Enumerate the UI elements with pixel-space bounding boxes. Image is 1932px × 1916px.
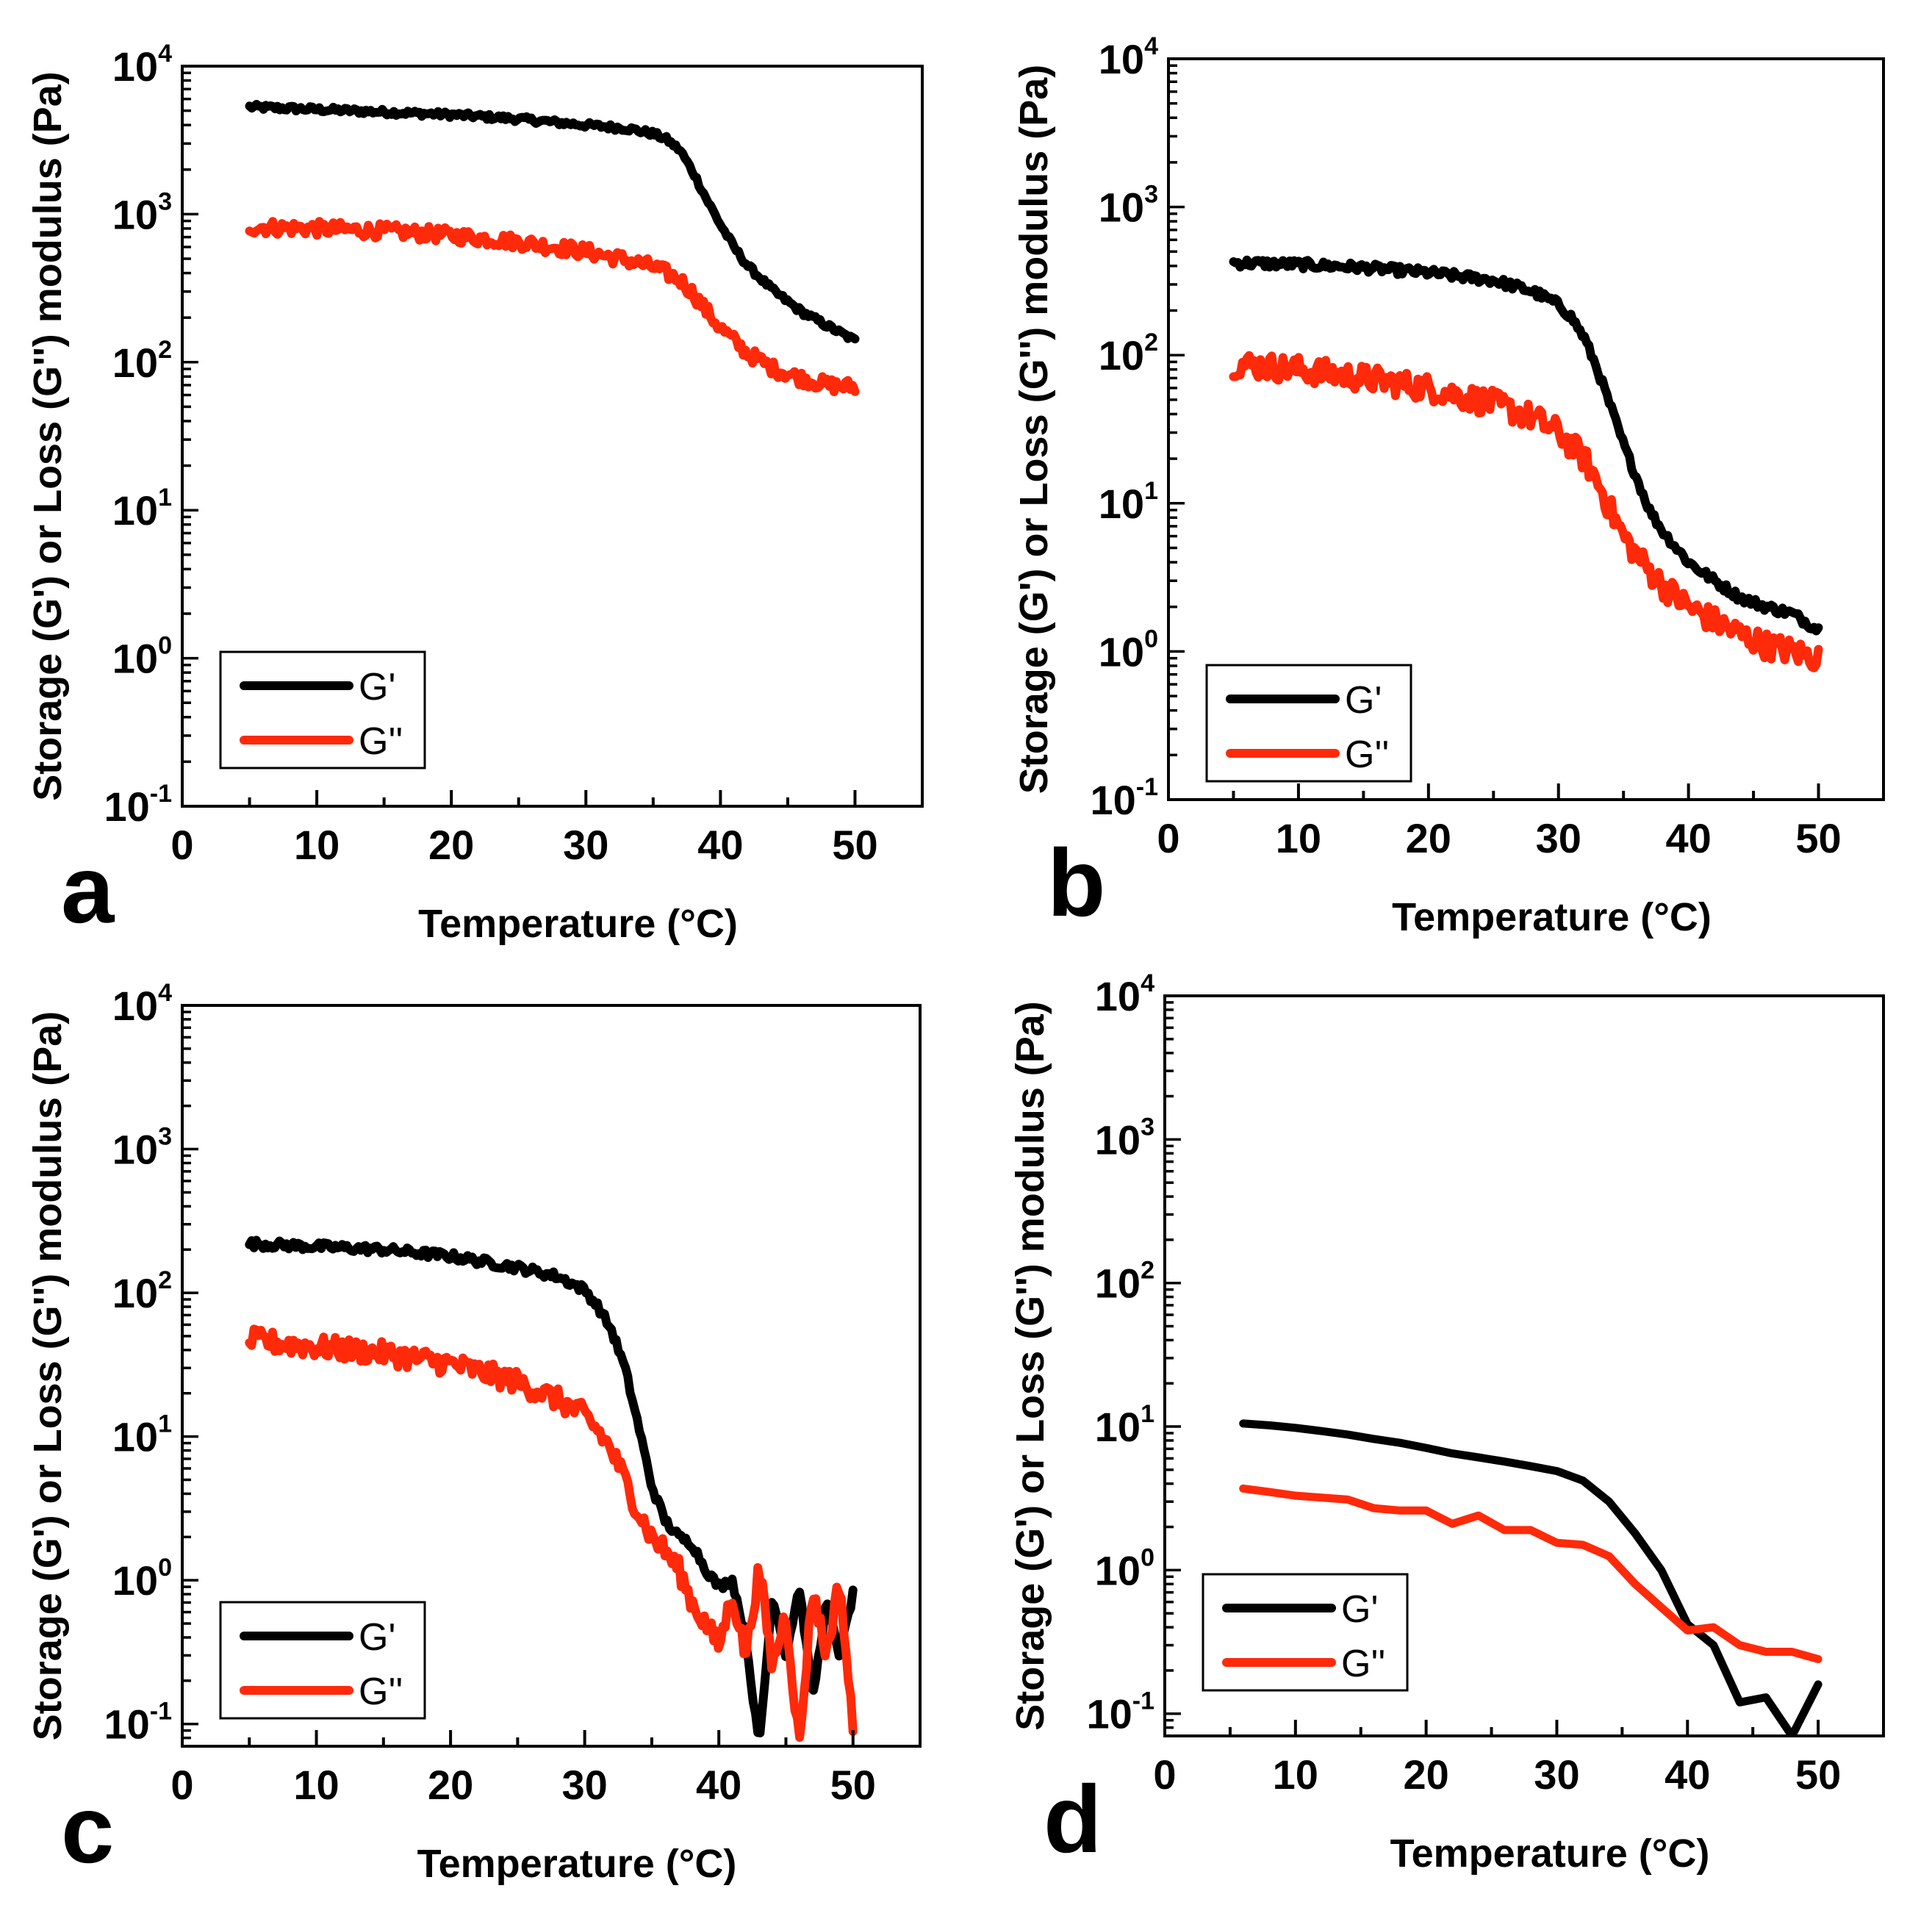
plot-frame — [181, 1004, 922, 1748]
legend-label: G'' — [359, 720, 403, 763]
plot-frame — [1163, 994, 1885, 1737]
x-tick-label: 0 — [1153, 1751, 1176, 1798]
series-line-g-prime — [245, 1235, 858, 1737]
legend-box — [1202, 1573, 1409, 1692]
series-line-g-double-prime — [1239, 1484, 1823, 1663]
y-tick-label: 100 — [1095, 1543, 1154, 1593]
panel-label: a — [61, 836, 115, 943]
legend-box — [219, 650, 426, 769]
legend: G' G'' — [219, 650, 426, 769]
series-line-g-double-prime — [245, 1324, 858, 1742]
y-tick-label: 104 — [1099, 32, 1158, 82]
x-axis-title: Temperature (°C) — [418, 902, 738, 946]
legend-box — [219, 1601, 426, 1720]
x-tick-label: 50 — [1795, 815, 1841, 861]
plot-frame — [1167, 57, 1885, 801]
y-tick-label: 10-1 — [1090, 773, 1158, 823]
x-tick-label: 40 — [696, 1762, 741, 1808]
y-tick-label: 102 — [112, 1266, 172, 1316]
x-tick-label: 10 — [1273, 1751, 1318, 1798]
legend-label: G'' — [1345, 733, 1389, 776]
x-tick-label: 40 — [697, 822, 743, 868]
x-tick-label: 30 — [1536, 815, 1581, 861]
x-tick-label: 20 — [428, 822, 474, 868]
y-tick-label: 100 — [1099, 625, 1158, 675]
legend-label: G' — [1341, 1588, 1378, 1631]
y-tick-label: 103 — [112, 1123, 172, 1173]
y-tick-label: 10-1 — [104, 780, 172, 830]
x-axis-title: Temperature (°C) — [417, 1842, 737, 1886]
x-tick-label: 40 — [1665, 815, 1711, 861]
plot-frame — [181, 65, 924, 808]
chart-panel-d: 0 10 20 30 40 50 10-1 100 101 102 103 104 Temperatur… — [1008, 969, 1885, 1876]
x-tick-label: 0 — [1157, 815, 1179, 861]
y-tick-label: 100 — [112, 1554, 172, 1604]
chart-panel-a: 0 10 20 30 40 50 10-1 100 101 102 103 104 Temperatur… — [26, 40, 924, 946]
y-axis-title: Storage (G') or Loss (G'') modulus (Pa) — [26, 71, 70, 801]
series-line-g-double-prime — [245, 217, 860, 397]
y-axis-title: Storage (G') or Loss (G'') modulus (Pa) — [26, 1011, 70, 1741]
y-tick-label: 102 — [1099, 329, 1158, 378]
y-axis-title: Storage (G') or Loss (G'') modulus (Pa) — [1012, 65, 1056, 794]
x-tick-label: 30 — [563, 822, 608, 868]
y-tick-label: 100 — [112, 632, 172, 682]
legend: G' G'' — [1205, 664, 1412, 783]
x-tick-label: 10 — [293, 1762, 339, 1808]
x-tick-label: 10 — [1276, 815, 1321, 861]
x-tick-label: 30 — [561, 1762, 607, 1808]
legend-label: G' — [359, 1616, 395, 1659]
series-line-g-prime — [1239, 1419, 1823, 1736]
series-line-g-prime — [1229, 255, 1823, 636]
y-tick-label: 101 — [1099, 477, 1158, 527]
y-tick-label: 10-1 — [1086, 1687, 1154, 1737]
x-tick-label: 0 — [170, 1762, 193, 1808]
y-tick-label: 10-1 — [104, 1698, 172, 1748]
y-tick-label: 101 — [112, 484, 172, 534]
panel-label: c — [61, 1776, 114, 1883]
x-tick-label: 20 — [1406, 815, 1451, 861]
x-tick-label: 10 — [294, 822, 340, 868]
panel-label: b — [1047, 829, 1105, 936]
x-tick-label: 40 — [1665, 1751, 1710, 1798]
legend: G' G'' — [1202, 1573, 1409, 1692]
chart-panel-c: 0 10 20 30 40 50 10-1 100 101 102 103 104 Temperatur… — [26, 979, 922, 1886]
y-tick-label: 102 — [1095, 1257, 1154, 1307]
x-tick-label: 20 — [1403, 1751, 1448, 1798]
legend: G' G'' — [219, 1601, 426, 1720]
y-tick-label: 102 — [112, 336, 172, 386]
y-tick-label: 104 — [1095, 969, 1154, 1019]
x-axis-title: Temperature (°C) — [1392, 895, 1712, 939]
x-tick-label: 20 — [428, 1762, 473, 1808]
y-tick-label: 101 — [112, 1410, 172, 1460]
y-tick-label: 101 — [1095, 1400, 1154, 1450]
legend-label: G' — [1345, 679, 1382, 722]
legend-box — [1205, 664, 1412, 783]
y-tick-label: 103 — [1095, 1113, 1154, 1163]
series-line-g-double-prime — [1229, 351, 1823, 672]
x-tick-label: 50 — [1795, 1751, 1841, 1798]
legend-label: G'' — [359, 1671, 403, 1713]
y-axis-title: Storage (G') or Loss (G'') modulus (Pa) — [1008, 1001, 1052, 1731]
legend-label: G' — [359, 666, 395, 708]
y-tick-label: 103 — [112, 187, 172, 237]
series-line-g-prime — [245, 99, 860, 344]
y-tick-label: 104 — [112, 40, 172, 90]
x-tick-label: 30 — [1534, 1751, 1579, 1798]
x-tick-label: 0 — [170, 822, 193, 868]
legend-label: G'' — [1341, 1643, 1385, 1685]
panel-label: d — [1044, 1765, 1102, 1873]
y-tick-label: 104 — [112, 979, 172, 1029]
y-tick-label: 103 — [1099, 181, 1158, 231]
x-axis-title: Temperature (°C) — [1390, 1831, 1710, 1876]
chart-panel-b: 0 10 20 30 40 50 10-1 100 101 102 103 104 Temperatur… — [1012, 32, 1885, 939]
x-tick-label: 50 — [832, 822, 877, 868]
x-tick-label: 50 — [830, 1762, 876, 1808]
